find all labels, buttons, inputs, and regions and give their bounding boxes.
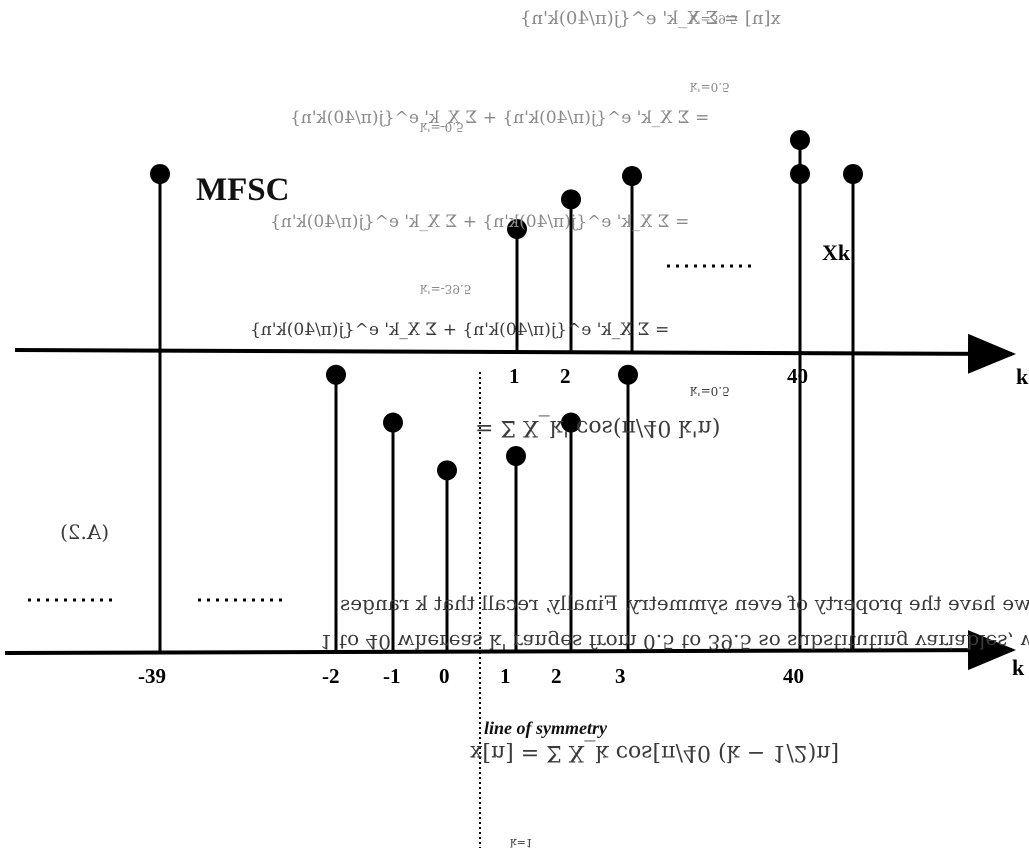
stem-point [790,164,810,184]
stem-point [326,364,346,385]
stem-point [618,364,638,385]
bottom-tick-label: -39 [138,664,166,688]
ghost-equation-tag: (A.2) [60,520,110,544]
bottom-tick-label: 1 [500,664,511,688]
ghost-equation-line-2: = Σ X_k' e^{j(π/40)k'n} + Σ X_k' e^{j(π/… [290,108,710,128]
bottom-tick-label: 2 [551,664,562,688]
bottom-tick-label: 3 [615,664,626,688]
ghost-equation-line-6: x[n] = Σ X_k cos[π/40 (k − 1/2)n] [470,740,840,765]
line-of-symmetry-label: line of symmetry [484,718,607,738]
stem-point [622,166,642,187]
top-k-axis-label: k [1016,364,1029,389]
bottom-tick-label: -1 [383,664,401,688]
mfsc-title: MFSC [196,172,290,208]
stem-point [150,164,170,184]
stem-point [383,412,403,433]
stem-point [507,219,527,240]
stem-point [437,460,457,481]
sum-limit-bottom-3: k'=0.5 [690,384,730,398]
bottom-k-axis [4,630,1016,671]
top-k-axis [14,333,1016,374]
bottom-tick-label: 40 [783,664,804,688]
bottom-k-axis-label: k [1012,655,1025,680]
bottom-tick-label: -2 [322,664,340,688]
ghost-paragraph-line-1: we have the property of even symmetry. F… [340,591,1029,615]
stem-point [790,130,810,150]
ghost-equation-line-3: = Σ X_k' e^{j(π/40)k'n} + Σ X_k' e^{j(π/… [270,212,690,232]
top-tick-label: 1 [509,364,520,388]
bottom-tick-label: 0 [439,664,450,688]
top-tick-label: 3 [623,364,634,388]
sum-limit-bottom-4: k=1 [510,836,533,849]
xk-label: Xk [822,240,851,265]
stem-point [561,412,581,433]
top-tick-label: 40 [787,364,808,388]
stem-point [561,189,581,210]
ghost-equation-line-5: = Σ X_k' cos(π/40 k'n) [475,415,721,440]
sum-limit-top-2: k'=-0.5 [420,120,464,134]
top-tick-label: 2 [560,364,571,388]
sum-limit-bottom-2: k'=-39.5 [420,282,472,296]
ghost-paragraph-line-2: 1 to 40 whereas k' ranges from 0.5 to 39… [320,630,1029,654]
ghost-equation-line-1: x[n] = Σ X_k' e^{j(π/40)k'n} [520,8,781,29]
stem-point [843,164,863,184]
stem-point [506,446,526,467]
sum-limit-bottom-1: k'=0.5 [690,80,730,94]
sum-limit-top-1: k'=39.5 [690,12,738,26]
ghost-equation-line-4: = Σ X_k' e^{j(π/40)k'n} + Σ X_k' e^{j(π/… [250,320,670,340]
